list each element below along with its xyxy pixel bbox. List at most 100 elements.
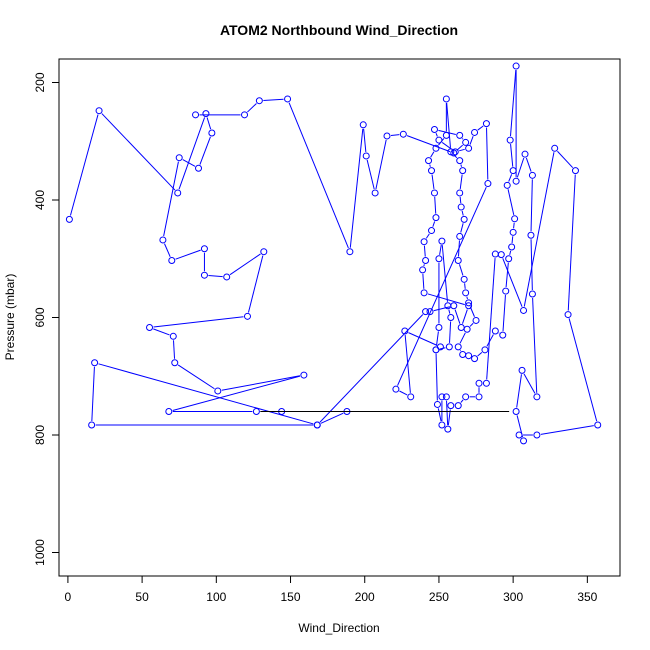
data-point	[435, 255, 443, 263]
data-point	[169, 332, 177, 340]
y-axis: 200 400 600 800 1000	[33, 72, 60, 566]
data-point	[171, 359, 179, 367]
y-tick-label: 800	[33, 425, 47, 445]
data-point	[518, 366, 526, 374]
x-tick-label: 200	[355, 590, 375, 604]
series-segment	[441, 245, 448, 302]
data-point	[465, 352, 473, 360]
data-point	[383, 132, 391, 140]
series-segment	[247, 255, 264, 313]
y-tick-label: 400	[33, 190, 47, 210]
data-point	[475, 393, 483, 401]
data-point	[551, 144, 559, 152]
data-point	[520, 437, 528, 445]
data-point	[484, 180, 492, 188]
series-segment	[441, 142, 453, 150]
x-tick-label: 100	[206, 590, 226, 604]
series-segment	[98, 363, 314, 425]
data-point	[438, 421, 446, 429]
data-point	[159, 236, 167, 244]
data-point	[462, 289, 470, 297]
data-point	[346, 248, 354, 256]
data-point	[502, 287, 510, 295]
data-point	[503, 181, 511, 189]
series-segment	[101, 113, 176, 191]
series-segment	[486, 127, 489, 180]
data-point	[371, 189, 379, 197]
series-segment	[425, 233, 430, 239]
data-point	[456, 131, 464, 139]
data-point	[521, 150, 529, 158]
series-segment	[525, 157, 532, 172]
series-segment	[366, 159, 375, 190]
data-point	[175, 154, 183, 162]
data-point	[499, 331, 507, 339]
y-tick-label: 600	[33, 307, 47, 327]
series-segment	[229, 253, 261, 276]
series-segment	[459, 148, 465, 152]
data-point	[456, 232, 464, 240]
data-point	[450, 149, 458, 157]
x-axis: 0 50 100 150 200 250 300 350	[65, 575, 598, 604]
series-segment	[439, 244, 442, 255]
series-segment	[163, 161, 179, 237]
series-segment	[404, 334, 411, 393]
series-segment	[208, 275, 223, 278]
series-segment	[469, 322, 474, 327]
series-segment	[434, 196, 437, 214]
data-point	[432, 214, 440, 222]
data-point	[564, 311, 572, 319]
data-point	[445, 343, 453, 351]
data-point	[260, 248, 268, 256]
data-point	[454, 402, 462, 410]
series-segment	[477, 125, 484, 131]
data-point	[65, 215, 73, 223]
series-segment	[510, 144, 514, 167]
data-point	[512, 62, 520, 70]
data-point	[399, 130, 407, 138]
series-segment	[461, 210, 464, 216]
data-point	[456, 189, 464, 197]
series-segment	[446, 400, 449, 426]
series-segment	[454, 309, 461, 324]
series-segment	[408, 332, 437, 346]
data-point	[460, 215, 468, 223]
x-tick-label: 350	[577, 590, 597, 604]
series-segment	[540, 425, 594, 435]
series-segment	[431, 174, 435, 190]
data-point	[422, 257, 430, 265]
series-segment	[516, 157, 525, 178]
x-tick-label: 300	[503, 590, 523, 604]
data-point	[520, 306, 528, 314]
y-tick-label: 1000	[33, 539, 47, 566]
series-segment	[435, 353, 438, 401]
series-segment	[530, 179, 533, 232]
data-point	[509, 167, 517, 175]
data-point	[165, 408, 173, 415]
series-segment	[363, 128, 367, 153]
series-segment	[459, 174, 463, 190]
series-segment	[461, 138, 464, 140]
data-point	[462, 393, 470, 401]
series-segment	[435, 331, 439, 346]
data-point	[444, 425, 452, 433]
data-point	[223, 273, 231, 281]
series-segment	[469, 136, 474, 145]
series-segment	[511, 236, 514, 244]
series-segment	[427, 293, 465, 306]
data-point	[419, 266, 427, 274]
data-point	[465, 302, 473, 310]
series-segment	[433, 306, 451, 312]
data-point	[200, 245, 208, 253]
chart-title: ATOM2 Northbound Wind_Direction	[220, 22, 458, 38]
x-axis-label: Wind_Direction	[298, 621, 379, 635]
series-segment	[175, 249, 201, 260]
data-point	[527, 231, 535, 239]
series-segment	[458, 264, 464, 276]
data-point	[255, 97, 263, 105]
series-segment	[69, 114, 99, 216]
series-segment	[449, 321, 452, 343]
data-point	[505, 255, 513, 263]
series-segment	[523, 152, 555, 307]
